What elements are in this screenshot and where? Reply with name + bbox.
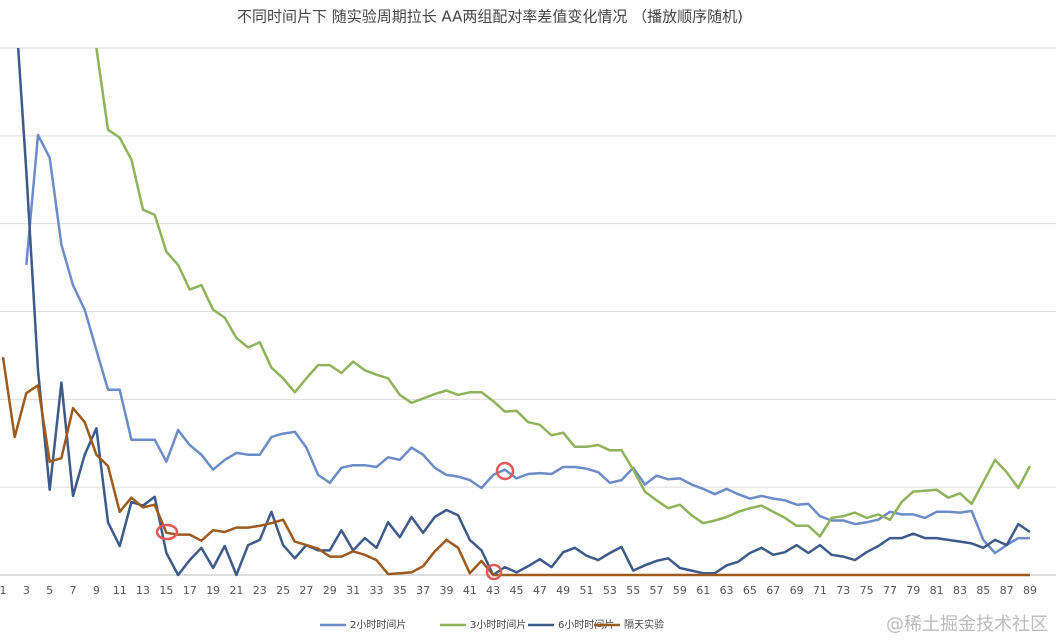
x-tick-label: 87 (1000, 584, 1014, 597)
x-tick-label: 3 (23, 584, 30, 597)
x-tick-label: 43 (486, 584, 500, 597)
x-tick-label: 9 (93, 584, 100, 597)
x-tick-label: 13 (136, 584, 150, 597)
x-tick-label: 19 (206, 584, 220, 597)
x-tick-label: 21 (229, 584, 243, 597)
x-tick-label: 25 (276, 584, 290, 597)
x-tick-label: 73 (836, 584, 850, 597)
x-tick-label: 65 (743, 584, 757, 597)
legend-label: 隔天实验 (624, 618, 664, 631)
x-tick-label: 81 (930, 584, 944, 597)
x-tick-label: 29 (323, 584, 337, 597)
legend-label: 2小时时间片 (350, 618, 406, 631)
x-tick-label: 63 (720, 584, 734, 597)
x-tick-label: 37 (416, 584, 430, 597)
x-tick-label: 41 (463, 584, 477, 597)
x-tick-label: 57 (650, 584, 664, 597)
x-tick-label: 31 (346, 584, 360, 597)
x-tick-label: 59 (673, 584, 687, 597)
x-tick-label: 69 (790, 584, 804, 597)
x-tick-label: 77 (883, 584, 897, 597)
highlight-circle (495, 461, 515, 481)
x-tick-label: 27 (299, 584, 313, 597)
x-tick-label: 53 (603, 584, 617, 597)
x-tick-label: 23 (253, 584, 267, 597)
x-tick-label: 55 (626, 584, 640, 597)
x-tick-label: 1 (0, 584, 7, 597)
series-line (25, 133, 1030, 555)
annotations (155, 461, 515, 581)
x-tick-label: 49 (556, 584, 570, 597)
x-tick-label: 11 (113, 584, 127, 597)
highlight-circle (155, 523, 179, 541)
x-tick-label: 89 (1023, 584, 1037, 597)
x-tick-label: 51 (580, 584, 594, 597)
x-tick-label: 17 (183, 584, 197, 597)
x-tick-label: 39 (439, 584, 453, 597)
legend-label: 3小时时间片 (470, 618, 526, 631)
x-tick-label: 75 (860, 584, 874, 597)
series-line (1, 357, 1030, 577)
x-tick-label: 45 (510, 584, 524, 597)
highlight-circle (485, 563, 503, 581)
plot-area (1, 48, 1032, 577)
x-tick-label: 79 (906, 584, 920, 597)
chart-title: 不同时间片下 随实验周期拉长 AA两组配对率差值变化情况 （播放顺序随机) (237, 8, 743, 26)
x-tick-label: 83 (953, 584, 967, 597)
legend: 2小时时间片 3小时时间片 6小时时间片 隔天实验 (320, 618, 664, 631)
x-tick-label: 5 (46, 584, 53, 597)
x-tick-label: 33 (369, 584, 383, 597)
x-tick-label: 7 (70, 584, 77, 597)
watermark: @稀土掘金技术社区 (886, 614, 1048, 635)
x-tick-label: 61 (696, 584, 710, 597)
x-tick-label: 47 (533, 584, 547, 597)
series-line (16, 48, 1031, 577)
series-line (95, 48, 1032, 538)
x-tick-label: 67 (766, 584, 780, 597)
legend-label: 6小时时间片 (558, 618, 614, 631)
x-tick-label: 35 (393, 584, 407, 597)
x-tick-label: 71 (813, 584, 827, 597)
x-tick-label: 15 (159, 584, 173, 597)
grid: 1 3 5 7 9 11 13 15 17 19 21 23 25 27 29 31 33 35 37 39 41 43 4… (0, 47, 1056, 597)
x-tick-label: 85 (976, 584, 990, 597)
